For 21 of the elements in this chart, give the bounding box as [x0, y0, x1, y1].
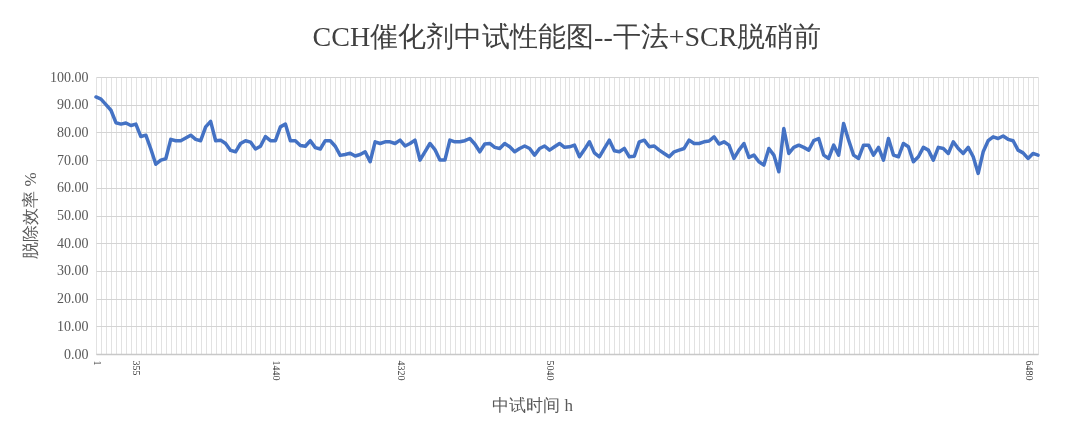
y-tick-label: 10.00: [57, 318, 89, 334]
line-series: [94, 95, 1040, 176]
x-tick-label: 6480: [1023, 360, 1035, 381]
x-tick-label: 1440: [270, 360, 282, 381]
y-tick-label: 50.00: [57, 208, 89, 223]
y-tick-label: 90.00: [57, 97, 89, 113]
chart-title: CCH催化剂中试性能图--干法+SCR脱硝前: [312, 21, 822, 52]
x-tick-label: 5040: [545, 360, 557, 381]
y-tick-label: 40.00: [57, 235, 89, 251]
y-tick-label: 20.00: [57, 291, 89, 307]
y-tick-label: 80.00: [57, 124, 89, 140]
x-axis-title: 中试时间 h: [492, 395, 574, 415]
y-tick-label: 100.00: [50, 69, 89, 85]
x-tick-label: 4320: [395, 360, 407, 381]
y-axis-title: 脱除效率 %: [20, 172, 40, 259]
y-tick-label: 0.00: [64, 346, 89, 362]
x-tick-label: 355: [131, 360, 143, 376]
x-tick-label: 1: [91, 360, 103, 366]
y-tick-label: 30.00: [57, 263, 89, 279]
y-tick-label: 60.00: [57, 180, 89, 196]
y-tick-label: 70.00: [57, 152, 89, 168]
